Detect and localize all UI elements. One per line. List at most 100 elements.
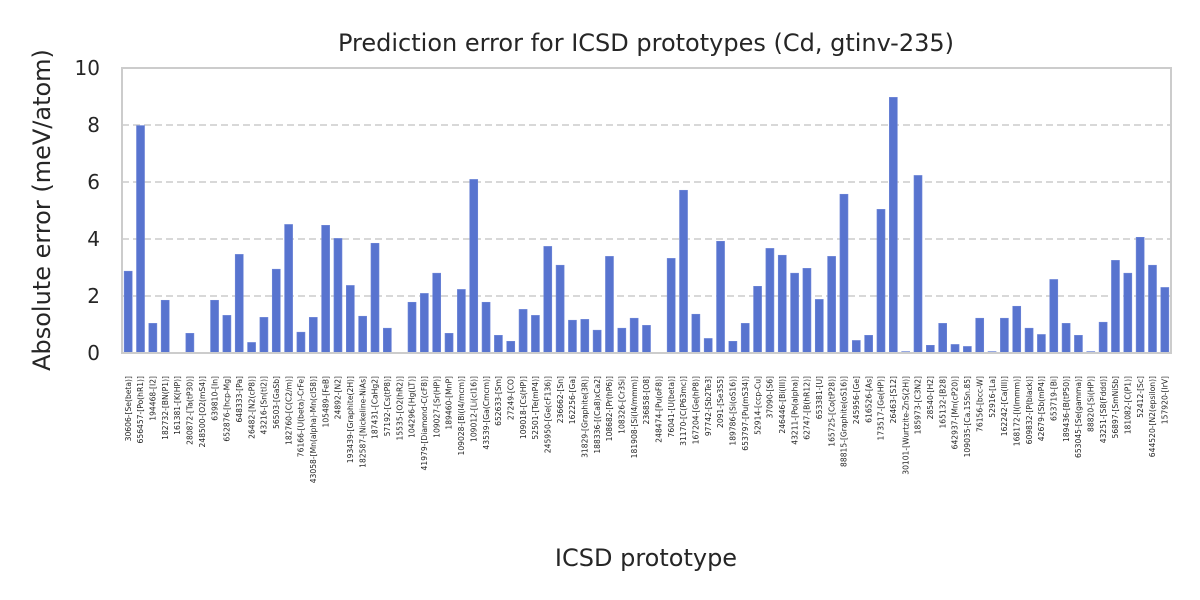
x-tick-label: 280872-[Ta(tP30)] <box>186 376 195 445</box>
y-tick-label: 8 <box>87 113 100 137</box>
x-tick-label: 157920-[IrV] <box>1161 376 1170 424</box>
x-tick-label: 109018-[Cs(HP)] <box>519 376 528 439</box>
bar <box>580 319 590 354</box>
bar <box>876 209 886 354</box>
bar <box>864 335 873 354</box>
x-tick-label: 616526-[As] <box>864 376 873 423</box>
bar <box>889 97 898 354</box>
x-tick-label: 194468-[I2] <box>149 376 158 421</box>
bar <box>296 331 306 354</box>
x-tick-label: 109035-[Ca.15Sn.85] <box>963 376 972 457</box>
bar <box>777 254 787 354</box>
bar <box>494 335 503 354</box>
x-tick-label: 31170-[C(P63mc)] <box>679 376 688 446</box>
x-tick-label: 26463-[S12] <box>889 376 898 423</box>
x-tick-label: 181082-[C(P1)] <box>1124 376 1133 434</box>
bar <box>321 225 330 354</box>
bar <box>1024 327 1034 354</box>
x-tick-label: 76041-[U(beta)] <box>667 376 676 437</box>
bar <box>642 325 651 354</box>
x-tick-label: 168172-[I(Immm)] <box>1012 376 1021 446</box>
plot-frame <box>121 67 1172 354</box>
x-tick-label: 15535-[O2(hR2)] <box>395 376 404 441</box>
x-tick-label: 189786-[Si(oS16)] <box>729 376 738 446</box>
x-tick-label: 161381-[K(HP)] <box>173 376 182 435</box>
bar <box>123 270 133 354</box>
x-tick-label: 52914-[ccp-Cu] <box>753 376 762 435</box>
bar <box>666 258 676 354</box>
bar <box>284 224 293 354</box>
bar <box>469 179 479 354</box>
bar <box>926 345 935 354</box>
bar <box>1061 323 1071 354</box>
x-tick-label: 76166-[U(beta)-CrFe] <box>297 376 306 457</box>
bar <box>333 238 343 354</box>
bar <box>210 299 219 354</box>
x-tick-label: 43058-[Mn(alpha)-Mn(cI58)] <box>309 376 318 483</box>
x-tick-label: 245950-[Ge(cF136)] <box>543 376 552 453</box>
x-tick-label: 644520-[N2(epsilon)] <box>1148 376 1157 457</box>
x-tick-label: 52501-[Te(mP4)] <box>531 376 540 440</box>
bar <box>1000 317 1009 354</box>
x-tick-label: 26482-[N2(cP8)] <box>247 376 256 439</box>
x-tick-label: 173517-[Ge(HP)] <box>877 376 886 440</box>
x-tick-label: 27249-[CO] <box>506 376 515 420</box>
x-tick-label: 162242-[Ca(III)] <box>1000 376 1009 436</box>
chart-title: Prediction error for ICSD prototypes (Cd… <box>338 29 954 57</box>
x-tick-label: 30606-[Se(beta)] <box>124 376 133 441</box>
x-tick-label: 652633-[Sm] <box>494 376 503 426</box>
bar <box>160 299 170 354</box>
x-tick-label: 2091-[Se3S5] <box>716 376 725 428</box>
bar <box>506 341 516 354</box>
x-tick-label: 43211-[Po(alpha)] <box>790 376 799 445</box>
x-tick-label: 653797-[Pu(mS34)] <box>741 376 750 451</box>
x-tick-label: 248500-[O2(mS4)] <box>198 376 207 447</box>
x-tick-label: 97742-[Sb2Te3] <box>704 376 713 436</box>
x-tick-label: 187431-[CaHg2] <box>371 376 380 439</box>
bar <box>1111 260 1120 354</box>
x-tick-label: 236662-[Sn] <box>556 376 565 423</box>
bar <box>543 246 553 354</box>
x-tick-label: 41979-[Diamond-C(cF8)] <box>420 376 429 470</box>
bar <box>592 329 602 354</box>
bar <box>1049 279 1059 354</box>
bar <box>518 309 528 354</box>
bar <box>420 293 429 354</box>
x-tick-label: 182732-[BN(P1)] <box>161 376 170 440</box>
x-tick-label: 248474-[Pu(oF8)] <box>655 376 664 443</box>
bar <box>851 340 861 354</box>
bar <box>481 301 491 354</box>
x-tick-label: 105489-[FeB] <box>321 376 330 428</box>
bar <box>765 248 775 354</box>
x-tick-label: 189436-[B(tP50)] <box>1062 376 1071 442</box>
x-tick-labels: 30606-[Se(beta)] 656457-[Po(hR1)] 194468-[… <box>124 376 1170 483</box>
bar <box>1098 321 1108 354</box>
x-tick-label: 88815-[Graphite(oS16)] <box>840 376 849 467</box>
x-tick-label: 56503-[GaSb] <box>272 376 281 429</box>
bar <box>753 286 762 354</box>
bar <box>605 256 614 354</box>
x-tick-label: 108682-[Pr(hP6)] <box>605 376 614 441</box>
x-tick-label: 193439-[Graphite(2H)] <box>346 376 355 463</box>
bar <box>148 323 158 354</box>
bar <box>728 341 738 354</box>
x-tick-label: 108326-[Cr3Si] <box>618 376 627 434</box>
y-axis-label: Absolute error (meV/atom) <box>28 49 56 371</box>
bar <box>444 333 454 354</box>
bar <box>531 315 540 354</box>
x-tick-label: 104296-[Hg(LT)] <box>408 376 417 438</box>
x-tick-label: 28540-[H2] <box>926 376 935 419</box>
x-tick-label: 37090-[S6] <box>766 376 775 419</box>
x-tick-label: 653045-[Se(gamma)] <box>1074 376 1083 458</box>
bar <box>271 268 281 354</box>
x-tick-label: 57192-[Cs(tP8)] <box>383 376 392 436</box>
bar <box>136 125 145 354</box>
bar <box>839 193 849 354</box>
bar <box>617 327 627 354</box>
bar <box>234 254 244 354</box>
x-tick-label: 109012-[Li(cI16)] <box>469 376 478 442</box>
bars <box>123 97 1170 354</box>
x-tick-label: 109027-[Sr(HP)] <box>432 376 441 438</box>
x-tick-label: 236858-[O8] <box>642 376 651 424</box>
